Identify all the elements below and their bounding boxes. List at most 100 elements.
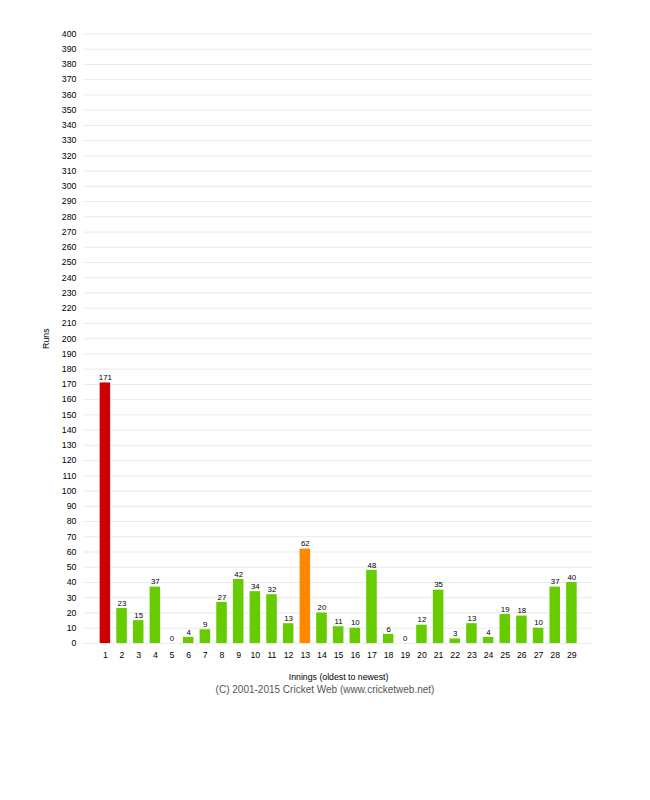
svg-text:23: 23 bbox=[118, 599, 127, 608]
svg-text:29: 29 bbox=[567, 650, 577, 660]
svg-text:20: 20 bbox=[417, 650, 427, 660]
svg-text:140: 140 bbox=[62, 425, 77, 435]
svg-text:15: 15 bbox=[334, 650, 344, 660]
svg-text:0: 0 bbox=[403, 634, 408, 643]
svg-text:28: 28 bbox=[550, 650, 560, 660]
svg-text:330: 330 bbox=[62, 135, 77, 145]
svg-text:380: 380 bbox=[62, 59, 77, 69]
svg-text:80: 80 bbox=[67, 516, 77, 526]
svg-text:70: 70 bbox=[67, 532, 77, 542]
svg-text:13: 13 bbox=[300, 650, 310, 660]
svg-text:1: 1 bbox=[103, 650, 108, 660]
svg-text:300: 300 bbox=[62, 181, 77, 191]
svg-text:37: 37 bbox=[151, 577, 160, 586]
svg-text:290: 290 bbox=[62, 196, 77, 206]
svg-text:400: 400 bbox=[62, 29, 77, 39]
svg-text:15: 15 bbox=[134, 611, 143, 620]
svg-text:25: 25 bbox=[500, 650, 510, 660]
svg-text:240: 240 bbox=[62, 273, 77, 283]
svg-text:13: 13 bbox=[467, 614, 476, 623]
svg-text:3: 3 bbox=[136, 650, 141, 660]
svg-text:42: 42 bbox=[234, 570, 243, 579]
svg-text:Runs: Runs bbox=[41, 328, 51, 349]
svg-text:60: 60 bbox=[67, 547, 77, 557]
svg-text:19: 19 bbox=[400, 650, 410, 660]
svg-text:34: 34 bbox=[251, 582, 260, 591]
svg-text:100: 100 bbox=[62, 486, 77, 496]
svg-text:Innings (oldest to newest): Innings (oldest to newest) bbox=[289, 672, 389, 682]
svg-text:27: 27 bbox=[534, 650, 544, 660]
svg-text:12: 12 bbox=[284, 650, 294, 660]
svg-text:48: 48 bbox=[368, 561, 377, 570]
svg-text:170: 170 bbox=[62, 379, 77, 389]
svg-text:3: 3 bbox=[453, 629, 458, 638]
svg-text:10: 10 bbox=[351, 618, 360, 627]
svg-text:200: 200 bbox=[62, 334, 77, 344]
svg-text:250: 250 bbox=[62, 257, 77, 267]
svg-text:11: 11 bbox=[267, 650, 276, 660]
svg-text:9: 9 bbox=[236, 650, 241, 660]
svg-text:7: 7 bbox=[203, 650, 208, 660]
svg-text:24: 24 bbox=[484, 650, 494, 660]
svg-text:10: 10 bbox=[250, 650, 260, 660]
svg-text:120: 120 bbox=[62, 455, 77, 465]
svg-text:4: 4 bbox=[153, 650, 158, 660]
svg-text:2: 2 bbox=[120, 650, 125, 660]
svg-text:9: 9 bbox=[203, 620, 207, 629]
svg-text:350: 350 bbox=[62, 105, 77, 115]
svg-text:35: 35 bbox=[434, 580, 443, 589]
svg-text:90: 90 bbox=[67, 501, 77, 511]
svg-text:320: 320 bbox=[62, 151, 77, 161]
svg-text:180: 180 bbox=[62, 364, 77, 374]
svg-text:6: 6 bbox=[386, 625, 391, 634]
svg-text:5: 5 bbox=[170, 650, 175, 660]
svg-text:370: 370 bbox=[62, 74, 77, 84]
svg-text:130: 130 bbox=[62, 440, 77, 450]
svg-text:280: 280 bbox=[62, 212, 77, 222]
svg-text:62: 62 bbox=[301, 539, 310, 548]
svg-text:10: 10 bbox=[67, 623, 77, 633]
svg-text:18: 18 bbox=[517, 606, 526, 615]
svg-text:171: 171 bbox=[99, 373, 112, 382]
svg-text:16: 16 bbox=[350, 650, 360, 660]
svg-text:210: 210 bbox=[62, 318, 77, 328]
svg-text:390: 390 bbox=[62, 44, 77, 54]
svg-text:220: 220 bbox=[62, 303, 77, 313]
svg-text:110: 110 bbox=[62, 471, 76, 481]
svg-text:8: 8 bbox=[220, 650, 225, 660]
svg-text:190: 190 bbox=[62, 349, 77, 359]
svg-text:20: 20 bbox=[318, 603, 327, 612]
svg-text:26: 26 bbox=[517, 650, 527, 660]
svg-text:13: 13 bbox=[284, 614, 293, 623]
svg-text:20: 20 bbox=[67, 608, 77, 618]
svg-text:40: 40 bbox=[567, 573, 576, 582]
svg-text:14: 14 bbox=[317, 650, 327, 660]
svg-text:0: 0 bbox=[72, 638, 77, 648]
svg-text:11: 11 bbox=[334, 617, 342, 626]
svg-text:17: 17 bbox=[367, 650, 377, 660]
svg-text:260: 260 bbox=[62, 242, 77, 252]
svg-text:37: 37 bbox=[551, 577, 560, 586]
svg-text:310: 310 bbox=[62, 166, 77, 176]
svg-text:32: 32 bbox=[268, 585, 277, 594]
svg-text:340: 340 bbox=[62, 120, 77, 130]
svg-text:360: 360 bbox=[62, 90, 77, 100]
svg-text:40: 40 bbox=[67, 577, 77, 587]
svg-text:10: 10 bbox=[534, 618, 543, 627]
svg-text:230: 230 bbox=[62, 288, 77, 298]
svg-text:30: 30 bbox=[67, 593, 77, 603]
svg-text:27: 27 bbox=[218, 593, 227, 602]
svg-text:270: 270 bbox=[62, 227, 77, 237]
svg-text:6: 6 bbox=[186, 650, 191, 660]
svg-text:150: 150 bbox=[62, 410, 77, 420]
svg-text:18: 18 bbox=[384, 650, 394, 660]
svg-text:21: 21 bbox=[434, 650, 444, 660]
svg-text:12: 12 bbox=[418, 615, 427, 624]
svg-text:23: 23 bbox=[467, 650, 477, 660]
svg-text:19: 19 bbox=[501, 605, 510, 614]
svg-text:50: 50 bbox=[67, 562, 77, 572]
svg-text:4: 4 bbox=[486, 628, 491, 637]
svg-text:160: 160 bbox=[62, 394, 77, 404]
svg-text:4: 4 bbox=[186, 628, 191, 637]
svg-text:0: 0 bbox=[170, 634, 175, 643]
